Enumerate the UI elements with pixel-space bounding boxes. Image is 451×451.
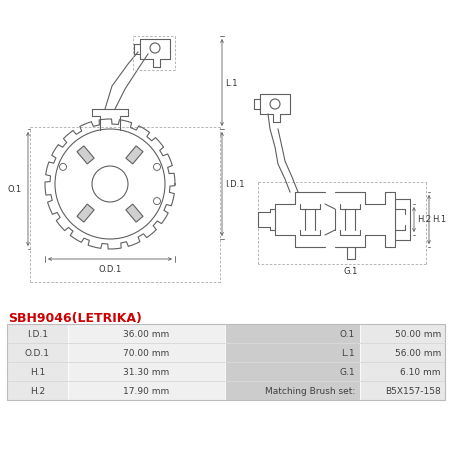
- Bar: [359, 381, 444, 400]
- Text: O.1: O.1: [339, 329, 354, 338]
- Bar: [7, 381, 68, 400]
- Text: 31.30 mm: 31.30 mm: [123, 367, 169, 376]
- Bar: [77, 205, 94, 223]
- Bar: [225, 324, 359, 343]
- Bar: [225, 362, 359, 381]
- Bar: [77, 147, 94, 165]
- Text: 6.10 mm: 6.10 mm: [400, 367, 440, 376]
- Text: 36.00 mm: 36.00 mm: [123, 329, 169, 338]
- Bar: [225, 381, 359, 400]
- Text: Matching Brush set:: Matching Brush set:: [264, 386, 354, 395]
- Text: H.2: H.2: [30, 386, 45, 395]
- Bar: [225, 343, 359, 362]
- Bar: [359, 343, 444, 362]
- Text: 56.00 mm: 56.00 mm: [394, 348, 440, 357]
- Text: H.1: H.1: [431, 215, 445, 224]
- Text: L.1: L.1: [225, 79, 237, 88]
- Text: G.1: G.1: [339, 367, 354, 376]
- Text: I.D.1: I.D.1: [27, 329, 48, 338]
- Text: 70.00 mm: 70.00 mm: [123, 348, 169, 357]
- Text: I.D.1: I.D.1: [225, 180, 244, 189]
- Bar: [125, 147, 143, 165]
- Bar: [7, 324, 68, 343]
- Text: H.1: H.1: [30, 367, 45, 376]
- Text: SBH9046(LETRIKA): SBH9046(LETRIKA): [8, 311, 142, 324]
- Bar: [359, 362, 444, 381]
- Text: 17.90 mm: 17.90 mm: [123, 386, 169, 395]
- Text: B5X157-158: B5X157-158: [384, 386, 440, 395]
- Text: G.1: G.1: [343, 267, 357, 276]
- Text: L.1: L.1: [341, 348, 354, 357]
- Text: 50.00 mm: 50.00 mm: [394, 329, 440, 338]
- Bar: [7, 343, 68, 362]
- Bar: [359, 324, 444, 343]
- Bar: [125, 205, 143, 223]
- Bar: [68, 324, 225, 343]
- Bar: [7, 362, 68, 381]
- Bar: [68, 362, 225, 381]
- Text: H.2: H.2: [416, 215, 430, 224]
- Bar: [68, 381, 225, 400]
- Bar: [68, 343, 225, 362]
- Text: O.D.1: O.D.1: [25, 348, 50, 357]
- Bar: [7, 324, 444, 400]
- Text: O.1: O.1: [8, 185, 22, 194]
- Text: O.D.1: O.D.1: [98, 264, 121, 273]
